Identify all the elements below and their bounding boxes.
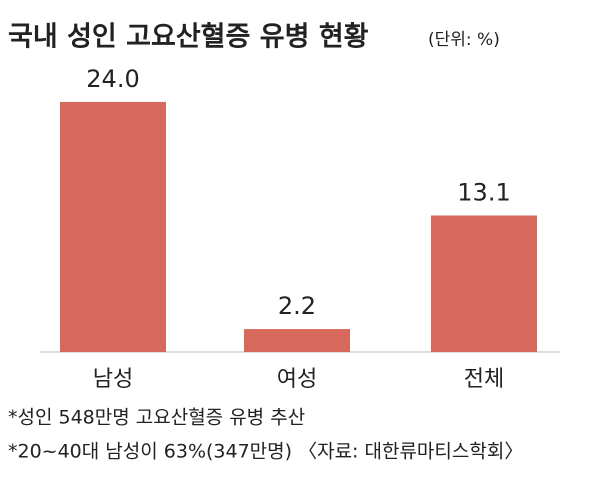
note: *성인 548만명 고요산혈증 유병 추산 xyxy=(8,407,305,429)
bar xyxy=(431,215,537,352)
x-tick-label: 여성 xyxy=(277,367,317,392)
x-tick-label: 전체 xyxy=(464,367,504,392)
note: *20~40대 남성이 63%(347만명) 〈자료: 대한류마티스학회〉 xyxy=(8,441,523,463)
bar xyxy=(244,329,350,352)
value-label: 24.0 xyxy=(86,65,139,93)
chart-subtitle: (단위: %) xyxy=(428,30,500,50)
value-label: 13.1 xyxy=(457,178,510,206)
chart-title: 국내 성인 고요산혈증 유병 현황 xyxy=(8,22,369,53)
x-tick-label: 남성 xyxy=(93,367,133,392)
value-label: 2.2 xyxy=(278,292,316,320)
bar xyxy=(60,101,166,352)
